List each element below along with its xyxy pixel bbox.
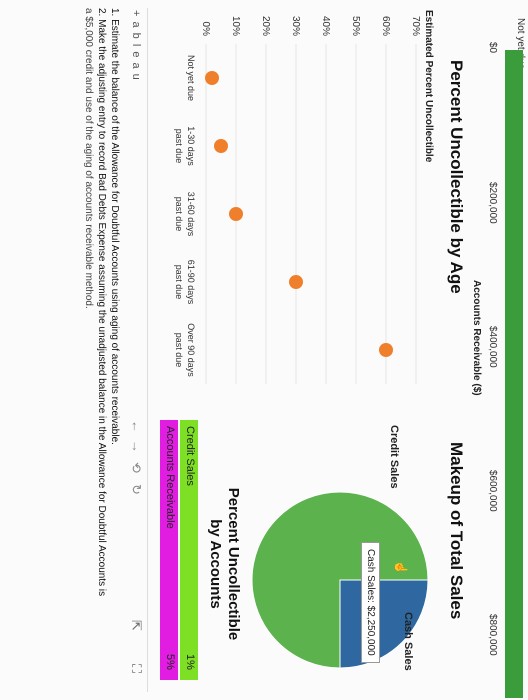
accounts-title-line2: by Accounts [207,519,224,609]
credit-sales-value: 1% [184,654,196,670]
scatter-x-tick: 1-30 days [186,126,196,166]
scatter-x-tick: 61-90 days [186,260,196,305]
fullscreen-icon[interactable]: ⛶ [129,664,144,674]
scatter-y-tick: 60% [380,16,391,36]
toolbar-divider [147,8,148,692]
scatter-x-tick: Over 90 days [186,323,196,377]
instruction-line-2: 2. Make the adjusting entry to record Ba… [96,8,107,597]
scatter-y-tick: 0% [200,22,211,37]
pie-slice[interactable] [339,579,429,669]
undo-icon[interactable]: ← [129,420,144,433]
accounts-title-line1: Percent Uncollectible [225,487,242,641]
scatter-plot: 0% 10% 20% 30% 40% 50% 60% 70% Not yet due 1-30 d… [174,16,421,384]
scatter-x-tick-line2: past due [174,265,184,300]
scatter-y-tick: 20% [260,16,271,36]
pie-tooltip: Cash Sales: $2,250,000 [361,542,380,663]
pie-title: Makeup of Total Sales [447,442,466,620]
scatter-x-tick-line2: past due [174,197,184,232]
axis-tick-0: $0 [487,42,498,54]
scatter-x-tick: 31-60 days [186,192,196,237]
scatter-y-tick: 40% [320,16,331,36]
accounts-row-credit-sales[interactable]: Credit Sales 1% [180,420,198,680]
scatter-y-tick: 50% [350,16,361,36]
tableau-logo[interactable]: + a b l e a u [130,10,142,81]
scatter-point[interactable] [379,343,393,357]
scatter-y-tick: 30% [290,16,301,36]
scatter-title: Percent Uncollectible by Age [447,60,466,294]
pie-slice[interactable] [251,491,429,669]
scatter-x-tick-line2: past due [174,333,184,368]
revert-icon[interactable]: ⟲ [129,462,144,473]
pie-credit-label: Credit Sales [388,425,400,489]
scatter-point[interactable] [289,275,303,289]
bar-axis-title: Accounts Receivable ($) [471,280,482,396]
scatter-point[interactable] [229,207,243,221]
scatter-x-tick: Not yet due [186,55,196,101]
accounts-receivable-value: 5% [164,654,176,670]
axis-tick-800k: $800,000 [487,614,498,656]
scatter-y-tick: 10% [230,16,241,36]
instruction-line-1: 1. Estimate the balance of the Allowance… [109,8,120,445]
axis-tick-600k: $600,000 [487,470,498,512]
axis-tick-200k: $200,000 [487,182,498,224]
pie-cash-label: Cash Sales [402,612,414,671]
axis-tick-400k: $400,000 [487,326,498,368]
refresh-icon[interactable]: ↻ [129,484,144,495]
scatter-point[interactable] [214,139,228,153]
credit-sales-label: Credit Sales [184,426,196,486]
cursor-hand-icon: ☝ [394,560,408,575]
scatter-x-tick-line2: past due [174,129,184,164]
accounts-row-accounts-receivable[interactable]: Accounts Receivable 5% [160,420,178,680]
scatter-y-tick: 70% [410,16,421,36]
scatter-y-axis-title: Estimated Percent Uncollectible [423,10,434,163]
instruction-line-3: a $5,000 credit and use of the aging of … [83,8,94,309]
redo-icon[interactable]: → [129,440,144,453]
accounts-receivable-label: Accounts Receivable [164,426,176,529]
share-icon[interactable]: ⇱ [129,620,144,631]
accounts-receivable-bar[interactable] [505,50,523,698]
scatter-point[interactable] [205,71,219,85]
